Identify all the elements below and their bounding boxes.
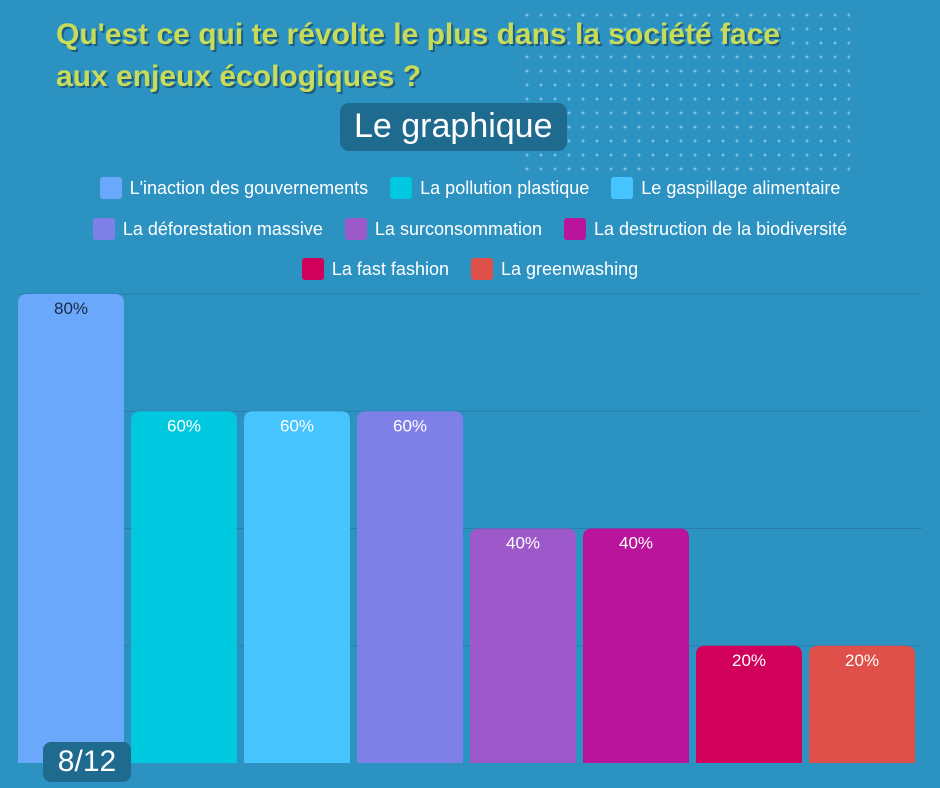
page-indicator-text: 8/12 xyxy=(57,745,117,778)
bar-value-label: 20% xyxy=(732,651,766,670)
subtitle-text: Le graphique xyxy=(354,107,553,145)
bar-value-label: 60% xyxy=(280,416,314,435)
legend-swatch xyxy=(301,258,324,280)
legend-item: La déforestation massive xyxy=(92,218,323,240)
bar xyxy=(583,528,689,763)
page-indicator: 8/12 xyxy=(43,742,131,782)
legend-item: La fast fashion xyxy=(301,258,449,280)
legend-item: L'inaction des gouvernements xyxy=(99,177,369,199)
subtitle-badge: Le graphique xyxy=(340,103,567,151)
legend-swatch xyxy=(92,218,115,240)
bar-value-label: 80% xyxy=(54,299,88,318)
legend-label: La déforestation massive xyxy=(122,218,323,239)
legend-item: La greenwashing xyxy=(470,258,639,280)
bar xyxy=(18,294,124,763)
bar xyxy=(470,528,576,763)
legend-label: Le gaspillage alimentaire xyxy=(641,177,841,198)
legend-item: La surconsommation xyxy=(344,218,543,240)
bar-value-label: 40% xyxy=(619,534,653,553)
bar-value-label: 40% xyxy=(506,534,540,553)
legend-label: La greenwashing xyxy=(500,258,639,279)
bar xyxy=(357,411,463,763)
bar xyxy=(131,411,237,763)
legend-swatch xyxy=(99,177,122,199)
dotted-pattern xyxy=(520,8,850,173)
legend-label: La pollution plastique xyxy=(420,177,590,198)
legend-swatch xyxy=(564,218,587,240)
legend-label: La fast fashion xyxy=(331,258,449,279)
bar xyxy=(696,645,802,763)
legend-swatch xyxy=(470,258,493,280)
legend-label: L'inaction des gouvernements xyxy=(129,177,369,198)
legend-swatch xyxy=(344,218,367,240)
title-line-2: aux enjeux écologiques ? xyxy=(56,60,422,93)
legend-label: La destruction de la biodiversité xyxy=(594,218,848,239)
chart-title: Qu'est ce qui te révolte le plus dans la… xyxy=(56,14,940,98)
bar xyxy=(809,645,915,763)
legend-swatch xyxy=(611,177,634,199)
bar-value-label: 60% xyxy=(393,416,427,435)
legend-row-3: La fast fashion La greenwashing xyxy=(0,258,940,280)
legend-item: La destruction de la biodiversité xyxy=(564,218,847,240)
legend-row-2: La déforestation massive La surconsommati… xyxy=(0,218,940,240)
legend-row-1: L'inaction des gouvernements La pollution… xyxy=(0,177,940,199)
legend-label: La surconsommation xyxy=(374,218,543,239)
legend-swatch xyxy=(390,177,413,199)
legend-item: La pollution plastique xyxy=(390,177,589,199)
title-line-1: Qu'est ce qui te révolte le plus dans la… xyxy=(56,18,781,51)
bar xyxy=(244,411,350,763)
bar-value-label: 60% xyxy=(167,416,201,435)
bar-value-label: 20% xyxy=(845,651,879,670)
legend-item: Le gaspillage alimentaire xyxy=(611,177,840,199)
